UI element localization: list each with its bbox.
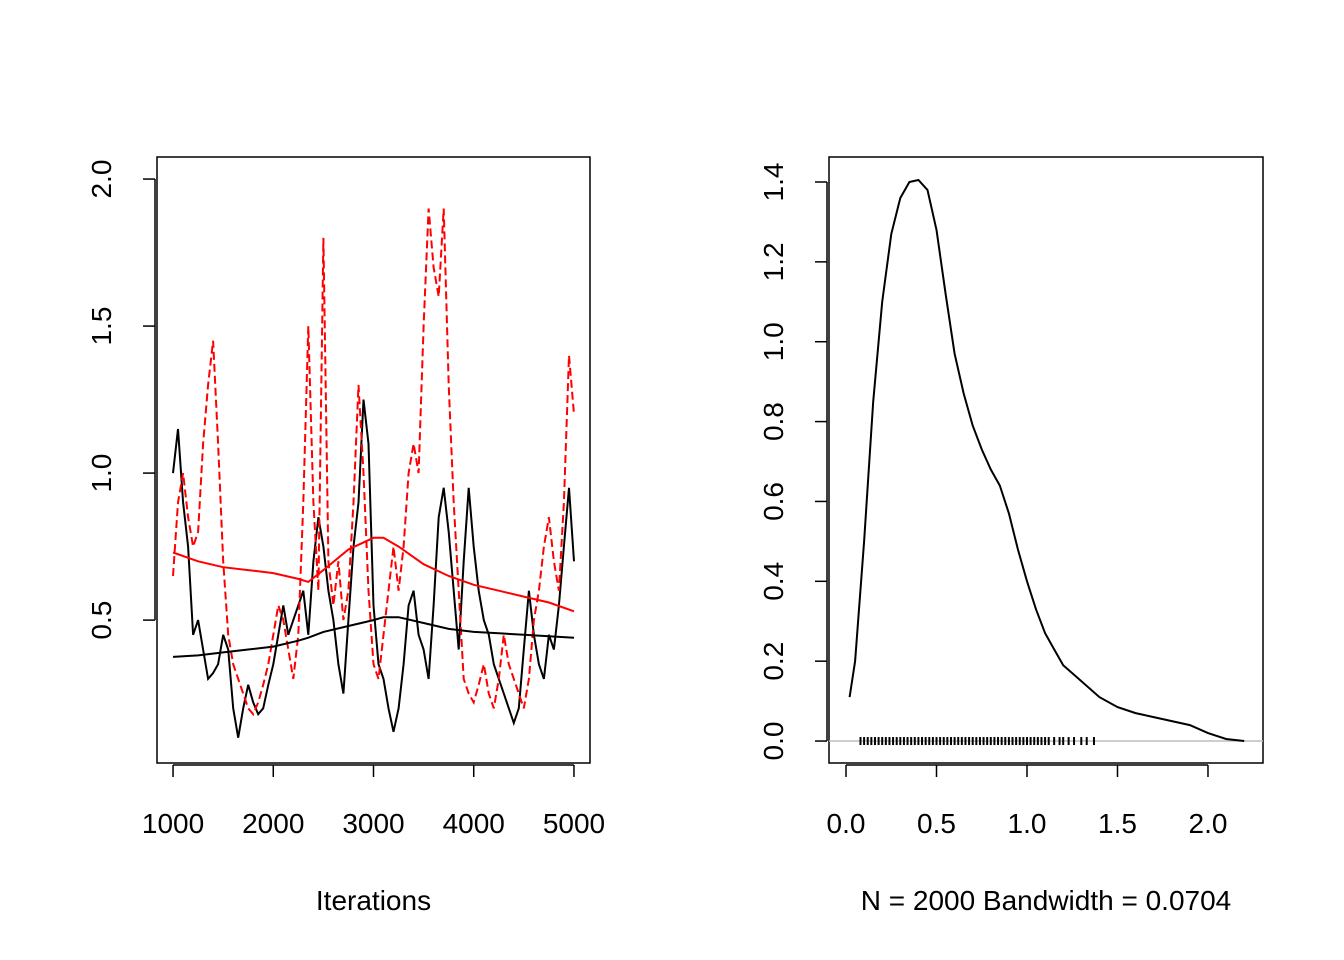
y-tick-label: 0.4	[758, 562, 789, 601]
series-line	[172, 536, 575, 613]
y-tick-label: 0.2	[758, 642, 789, 681]
series-line	[172, 399, 575, 738]
x-tick-label: 0.0	[827, 808, 866, 839]
plot-frame	[828, 156, 1264, 764]
x-tick-label: 4000	[443, 808, 505, 839]
y-tick-label: 2.0	[86, 160, 117, 199]
series-line	[172, 208, 575, 717]
x-tick-label: 1.5	[1098, 808, 1137, 839]
y-tick-label: 1.2	[758, 242, 789, 281]
y-tick-label: 1.0	[758, 322, 789, 361]
series-line	[172, 616, 575, 658]
x-tick-label: 1000	[142, 808, 204, 839]
x-tick-label: 0.5	[917, 808, 956, 839]
x-tick-label: 3000	[342, 808, 404, 839]
y-tick-label: 1.5	[86, 307, 117, 346]
x-tick-label: 2000	[242, 808, 304, 839]
x-axis-label: N = 2000 Bandwidth = 0.0704	[861, 885, 1232, 916]
x-tick-label: 1.0	[1008, 808, 1047, 839]
y-tick-label: 1.0	[86, 454, 117, 493]
y-tick-label: 0.6	[758, 482, 789, 521]
y-tick-label: 0.8	[758, 402, 789, 441]
x-tick-label: 2.0	[1189, 808, 1228, 839]
series-line	[848, 178, 1245, 742]
y-tick-label: 0.0	[758, 722, 789, 761]
x-axis-label: Iterations	[316, 885, 431, 916]
y-tick-label: 0.5	[86, 601, 117, 640]
plot-frame	[156, 156, 591, 764]
y-tick-label: 1.4	[758, 163, 789, 202]
x-tick-label: 5000	[543, 808, 605, 839]
